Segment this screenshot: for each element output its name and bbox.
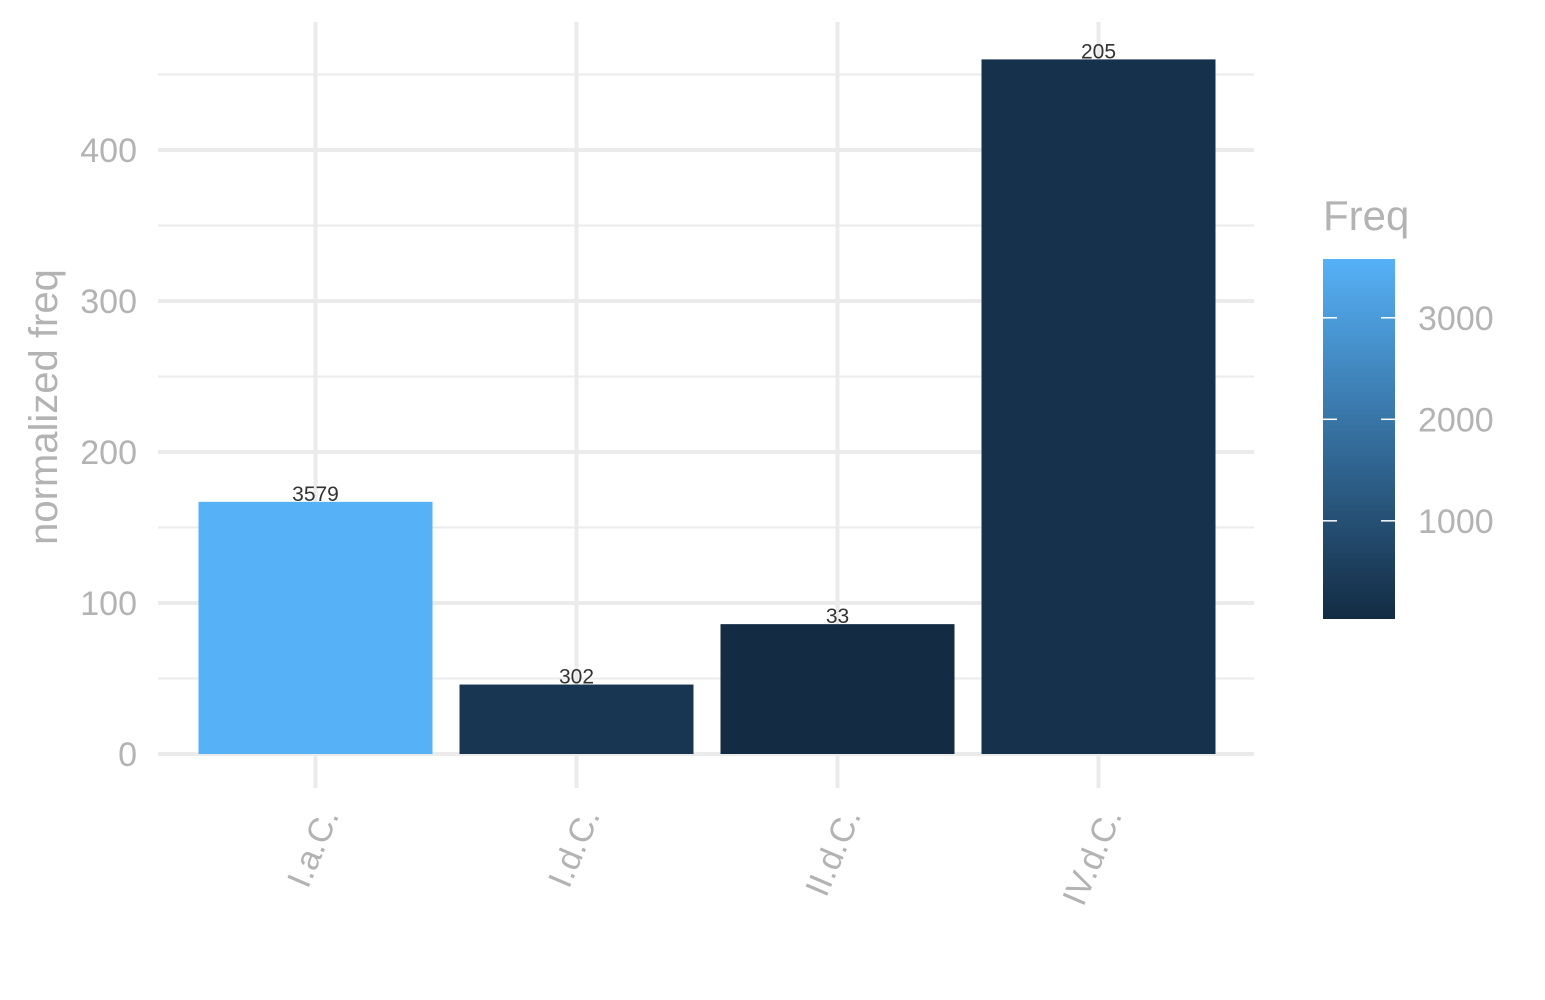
legend-title: Freq	[1323, 192, 1409, 239]
x-tick-label: I.a.C.	[280, 803, 347, 893]
y-tick-label: 0	[118, 736, 137, 774]
legend-tick-label: 3000	[1418, 300, 1494, 338]
y-tick-label: 400	[80, 132, 137, 170]
bar-value-label: 302	[559, 666, 594, 689]
y-axis: 0 100 200 300 400	[80, 132, 137, 774]
legend: Freq 1000 2000 3000	[1323, 192, 1494, 619]
bar-value-label: 33	[826, 605, 849, 628]
x-tick-label: IV.d.C.	[1055, 803, 1129, 911]
bar-value-label: 3579	[292, 483, 339, 506]
x-tick-label: II.d.C.	[798, 803, 868, 901]
bar-value-label: 205	[1081, 40, 1116, 63]
x-tick-label: I.d.C.	[541, 803, 608, 893]
bar-labels: 3579 302 33 205	[292, 40, 1116, 688]
legend-ticks: 1000 2000 3000	[1323, 300, 1494, 541]
legend-tick-label: 1000	[1418, 503, 1494, 541]
bars	[198, 59, 1216, 754]
bar	[198, 501, 433, 754]
y-tick-label: 300	[80, 283, 137, 321]
y-tick-label: 200	[80, 434, 137, 472]
legend-colorbar	[1323, 259, 1395, 619]
bar	[459, 684, 694, 754]
x-axis: I.a.C. I.d.C. II.d.C. IV.d.C.	[280, 754, 1130, 911]
bar	[720, 624, 955, 754]
legend-tick-label: 2000	[1418, 401, 1494, 439]
bar	[981, 59, 1216, 754]
y-axis-title: normalized freq	[22, 269, 66, 545]
y-tick-label: 100	[80, 585, 137, 623]
